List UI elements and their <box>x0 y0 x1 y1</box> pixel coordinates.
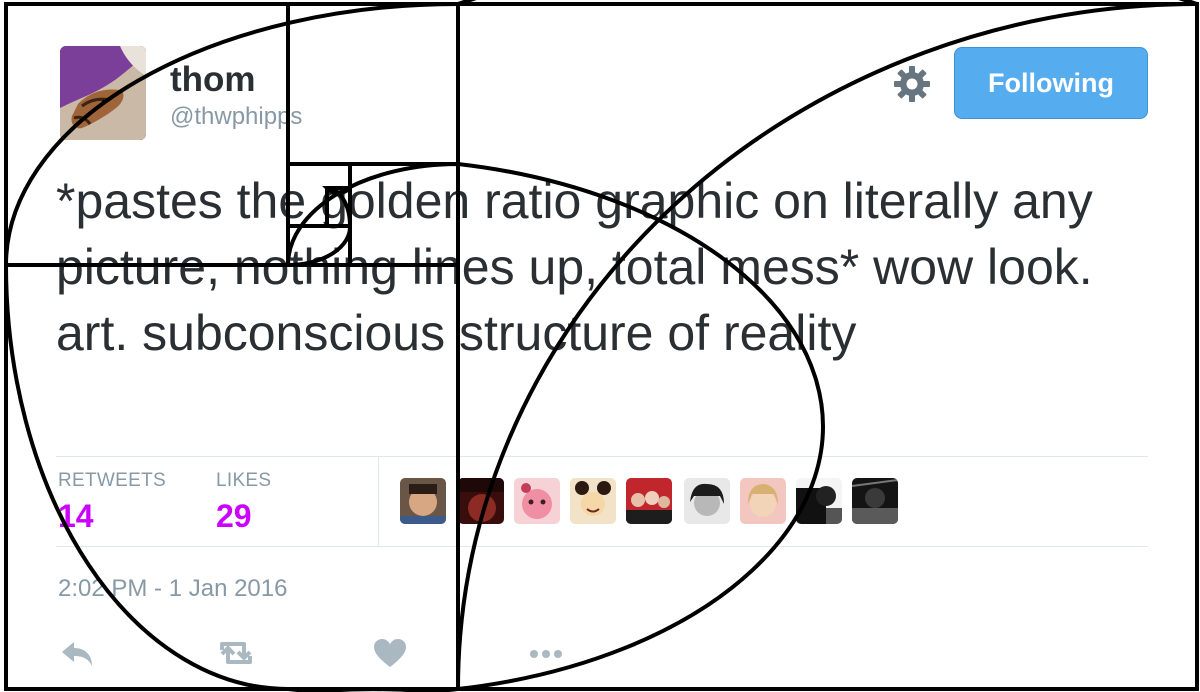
avatar[interactable] <box>60 46 146 140</box>
retweets-label: RETWEETS <box>58 470 166 491</box>
stats-bottom-divider <box>56 546 1148 547</box>
liker-avatar[interactable] <box>796 478 842 524</box>
liker-avatar[interactable] <box>852 478 898 524</box>
stats-separator <box>378 456 379 546</box>
liker-avatar[interactable] <box>740 478 786 524</box>
display-name[interactable]: thom <box>170 60 256 99</box>
likes-count[interactable]: 29 <box>216 498 252 534</box>
likes-label: LIKES <box>216 470 272 491</box>
stats-top-divider <box>56 456 1148 457</box>
following-button[interactable]: Following <box>954 47 1148 119</box>
retweets-count[interactable]: 14 <box>58 498 94 534</box>
liker-avatar[interactable] <box>514 478 560 524</box>
user-handle[interactable]: @thwphipps <box>170 103 303 130</box>
tweet-text: *pastes the golden ratio graphic on lite… <box>56 173 1093 361</box>
liker-avatar[interactable] <box>570 478 616 524</box>
liker-avatar[interactable] <box>626 478 672 524</box>
heart-icon[interactable] <box>370 636 410 670</box>
liker-avatar[interactable] <box>400 478 446 524</box>
reply-icon[interactable] <box>58 636 98 670</box>
gear-icon[interactable] <box>892 64 932 104</box>
horse-avatar-icon <box>60 46 146 140</box>
retweet-icon[interactable] <box>216 636 256 670</box>
tweet-timestamp[interactable]: 2:02 PM - 1 Jan 2016 <box>58 575 288 602</box>
liker-avatar[interactable] <box>684 478 730 524</box>
liker-avatar[interactable] <box>458 478 504 524</box>
more-icon[interactable] <box>526 636 566 670</box>
